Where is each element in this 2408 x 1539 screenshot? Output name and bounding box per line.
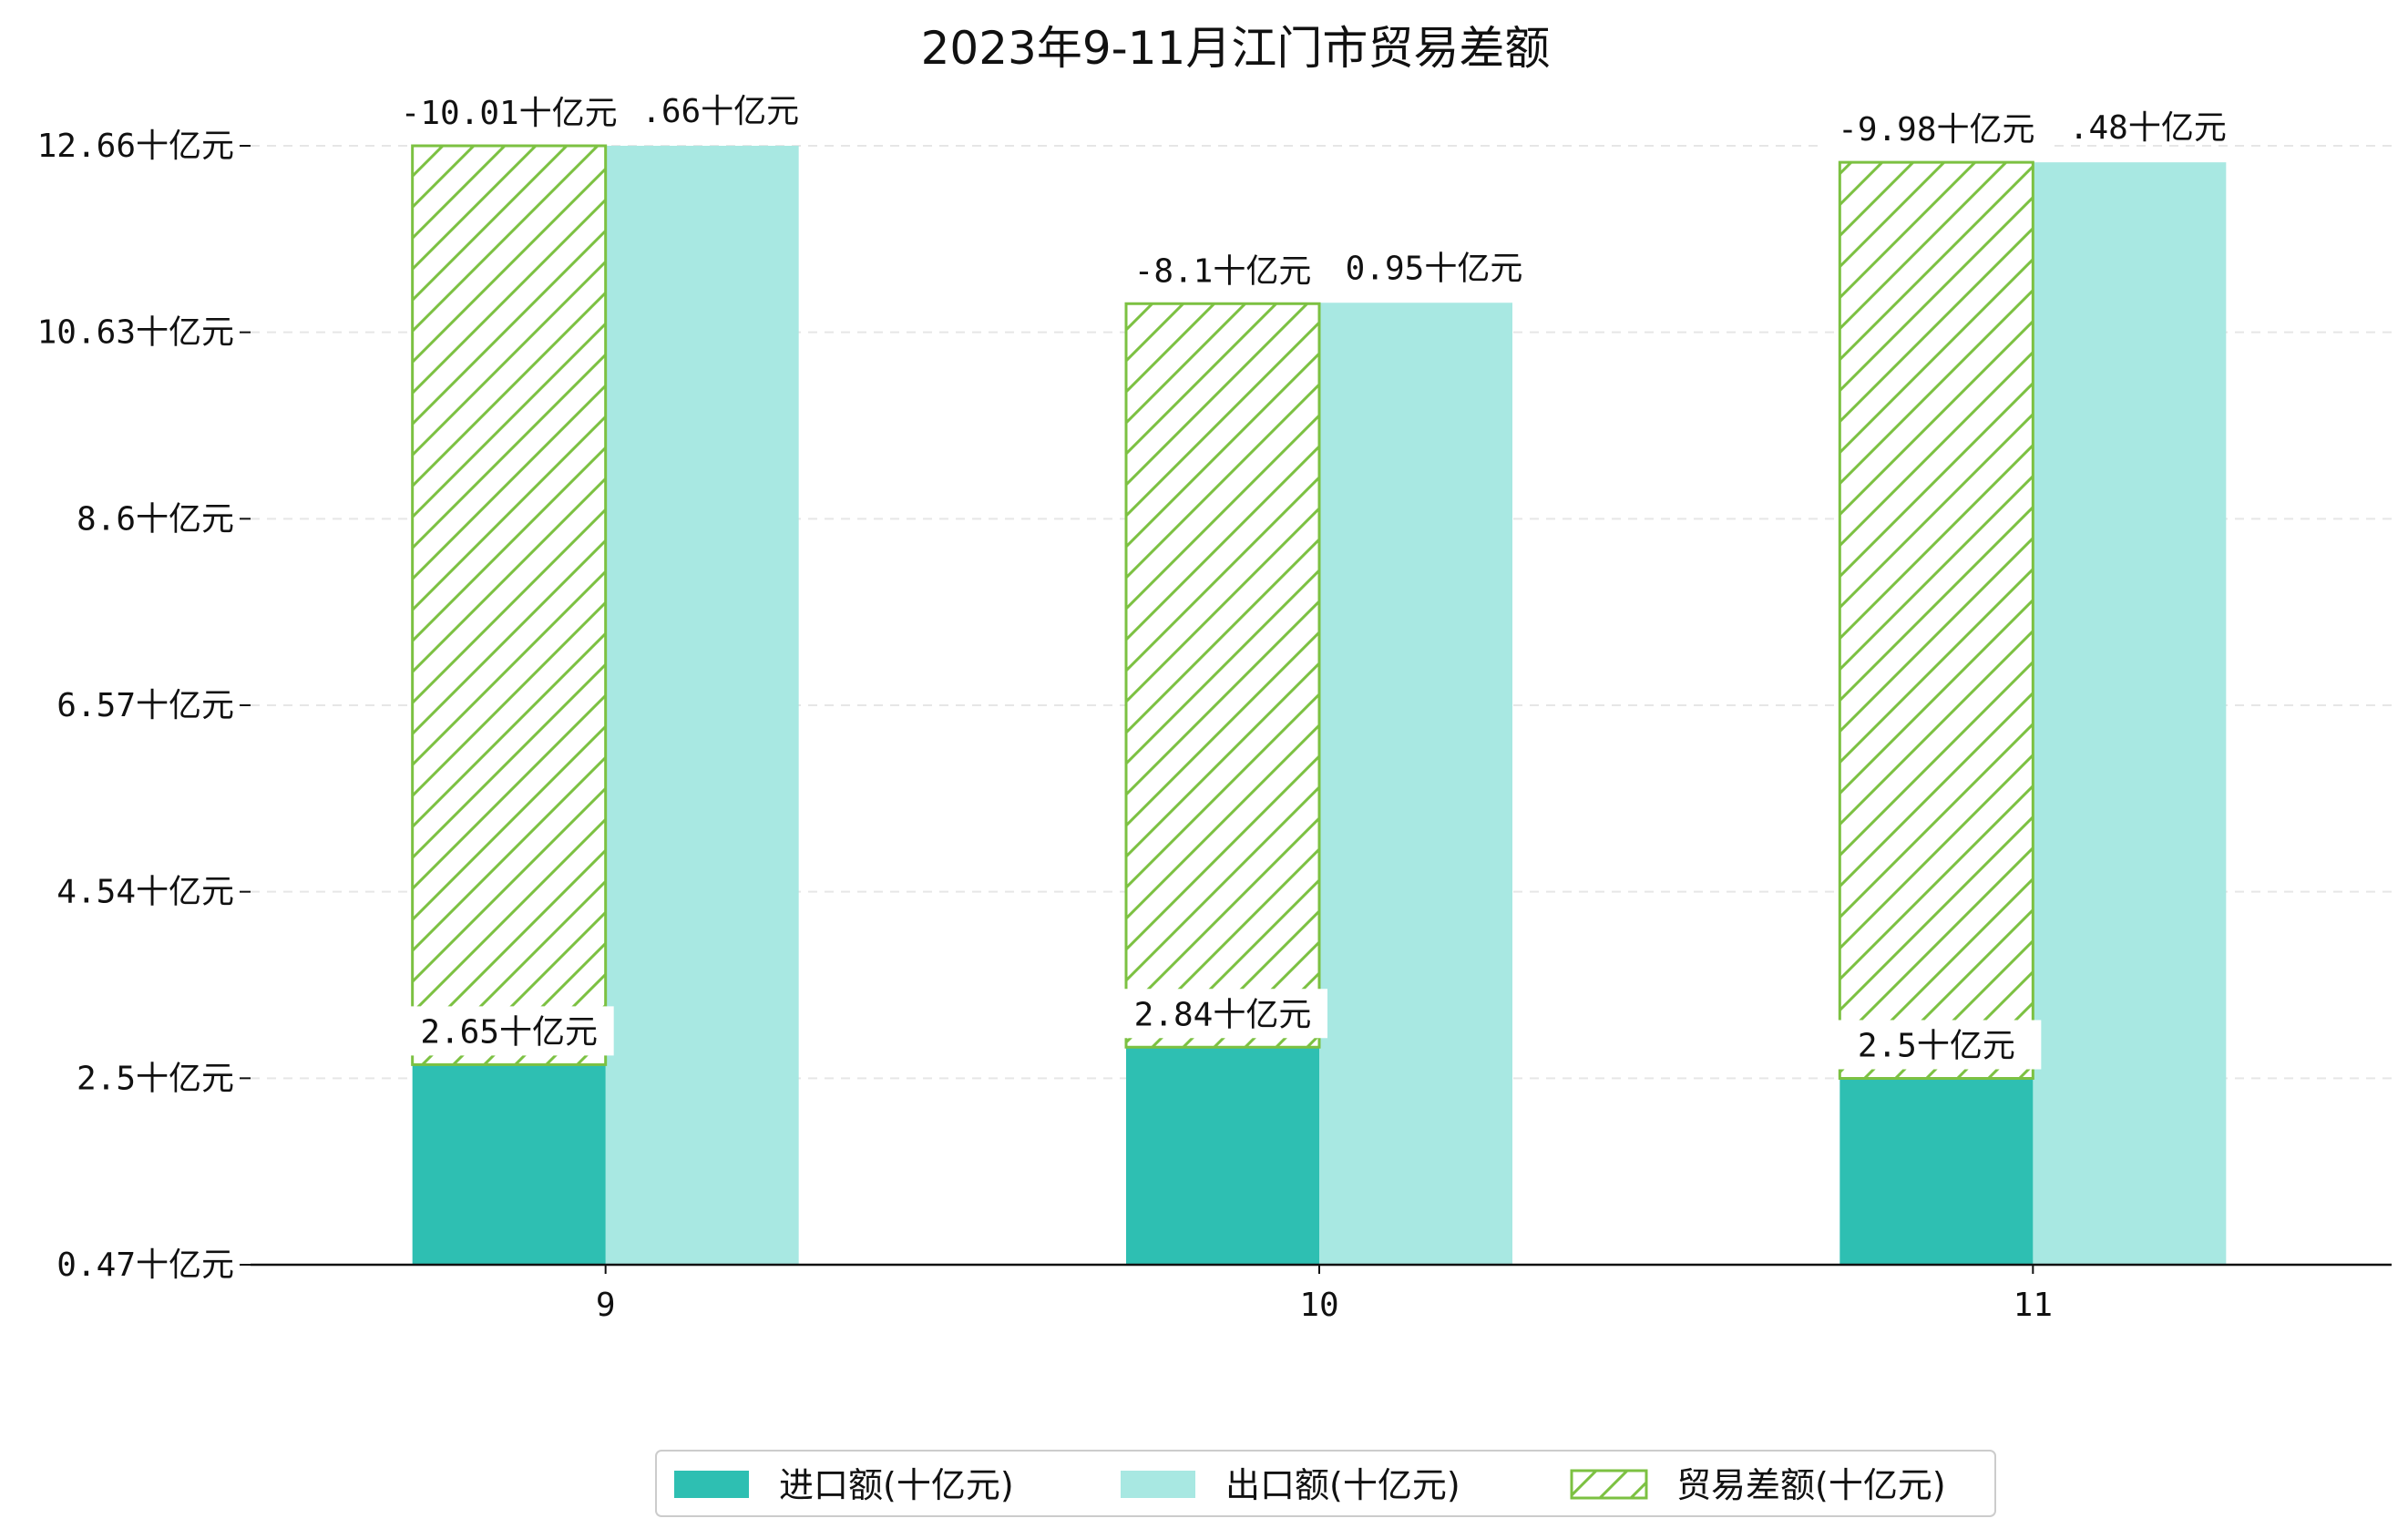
balance-data-label: -8.1十亿元 xyxy=(1134,252,1312,290)
balance-bar xyxy=(1124,302,1321,1049)
y-axis: 0.47十亿元 2.5十亿元 4.54十亿元 6.57十亿元 8.6十亿元 10.63十亿… xyxy=(37,128,251,1284)
y-tick-label: 2.5十亿元 xyxy=(77,1060,234,1097)
y-tick-label: 10.63十亿元 xyxy=(37,314,234,352)
import-bar xyxy=(1126,1047,1319,1265)
balance-data-label-bg xyxy=(395,87,623,137)
legend: 进口额(十亿元) 出口额(十亿元) 贸易差额(十亿元) xyxy=(655,1450,1996,1517)
legend-label: 出口额(十亿元) xyxy=(1225,1465,1460,1505)
import-bar xyxy=(1839,1078,2034,1265)
export-bar xyxy=(605,146,799,1265)
export-data-label: 0.95十亿元 xyxy=(1346,250,1523,287)
y-tick-label: 6.57十亿元 xyxy=(56,687,234,724)
import-data-label: 2.65十亿元 xyxy=(420,1013,598,1051)
balance-data-label-bg xyxy=(1109,245,1337,295)
import-data-label: 2.5十亿元 xyxy=(1858,1028,2015,1065)
import-bar xyxy=(412,1064,606,1265)
x-axis: 9 10 11 xyxy=(251,1263,2392,1324)
legend-label: 进口额(十亿元) xyxy=(779,1465,1014,1505)
balance-bar xyxy=(1838,160,2034,1081)
y-tick-label: 0.47十亿元 xyxy=(56,1247,234,1284)
import-data-label-bg xyxy=(1831,1020,2042,1070)
export-data-label: .48十亿元 xyxy=(2069,109,2227,147)
data-labels-layer: 2.65十亿元 -10.01十亿元 .66十亿元 2.84十亿元 -8.1十亿元 0.95… xyxy=(395,87,2227,1070)
balance-data-label-bg xyxy=(1822,104,2051,154)
balance-bar xyxy=(411,144,608,1066)
balance-data-label: -9.98十亿元 xyxy=(1838,111,2034,149)
x-tick-label: 11 xyxy=(2013,1287,2053,1324)
chart-title: 2023年9-11月江门市贸易差额 xyxy=(921,22,1551,75)
bars-layer xyxy=(411,144,2227,1266)
legend-box xyxy=(655,1450,1996,1517)
import-data-label-bg xyxy=(1118,989,1327,1039)
export-bar xyxy=(2033,162,2227,1265)
import-data-label-bg xyxy=(404,1006,614,1056)
export-data-label: .66十亿元 xyxy=(641,93,799,130)
balance-data-label: -10.01十亿元 xyxy=(401,95,618,132)
legend-swatch-import xyxy=(674,1471,749,1498)
export-bar xyxy=(1319,303,1512,1266)
x-tick-label: 10 xyxy=(1299,1287,1338,1324)
y-tick-label: 4.54十亿元 xyxy=(56,874,234,911)
y-tick-label: 12.66十亿元 xyxy=(37,128,234,165)
legend-swatch-balance xyxy=(1570,1469,1648,1500)
x-tick-label: 9 xyxy=(596,1287,616,1324)
legend-label: 贸易差额(十亿元) xyxy=(1676,1465,1946,1505)
y-tick-label: 8.6十亿元 xyxy=(77,500,234,538)
legend-swatch-export xyxy=(1121,1471,1195,1498)
import-data-label: 2.84十亿元 xyxy=(1134,996,1312,1033)
